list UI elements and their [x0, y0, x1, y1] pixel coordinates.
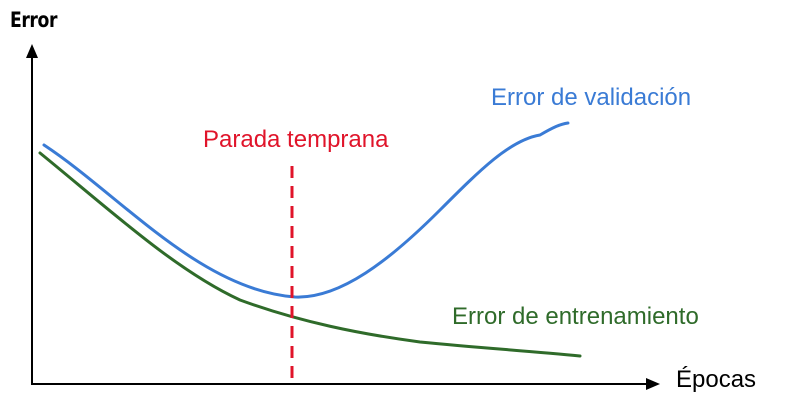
- x-axis-label: Épocas: [676, 366, 757, 393]
- validation-error-curve: [42, 121, 570, 299]
- y-axis-label: Error: [10, 8, 58, 32]
- early-stopping-label: Parada temprana: [203, 126, 389, 153]
- y-axis-arrowhead: [26, 44, 38, 58]
- training-error-label: Error de entrenamiento: [452, 303, 699, 330]
- training-error-curve: [38, 151, 582, 358]
- x-axis-arrowhead: [646, 378, 660, 390]
- validation-error-label: Error de validación: [491, 84, 692, 111]
